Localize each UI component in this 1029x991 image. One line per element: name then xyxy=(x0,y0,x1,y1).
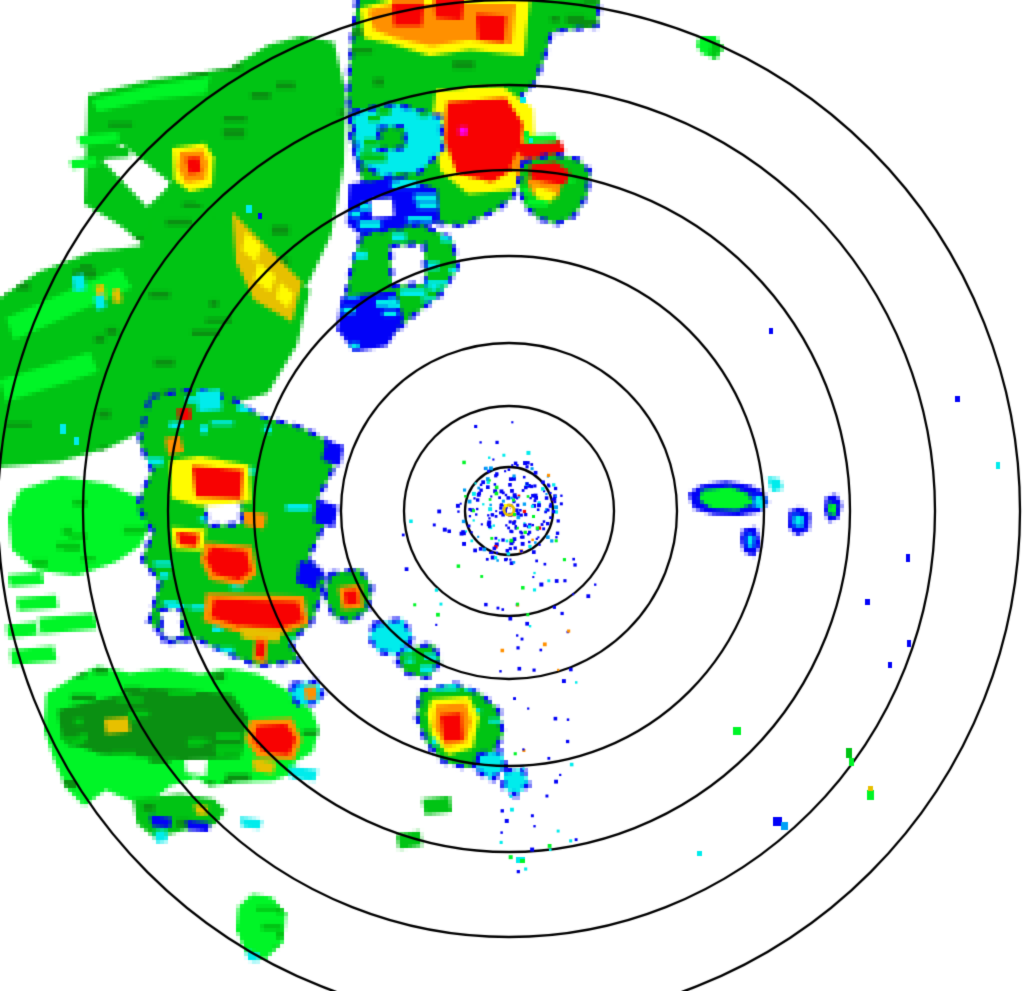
radar-display-container xyxy=(0,0,1029,991)
radar-reflectivity-canvas xyxy=(0,0,1029,991)
